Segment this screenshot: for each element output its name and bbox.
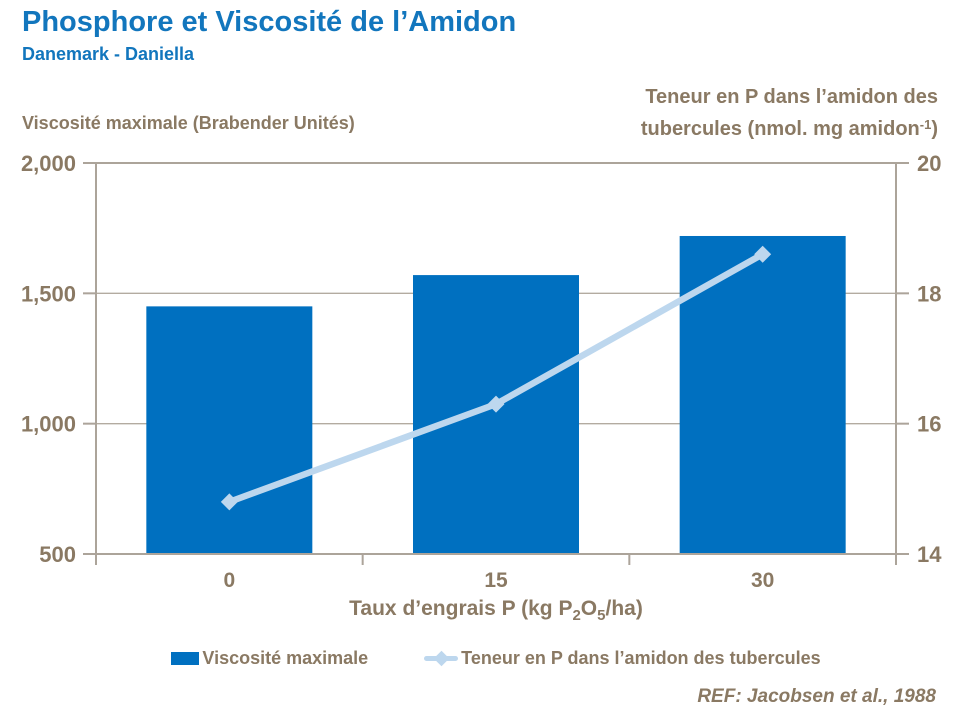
right-axis-tick-label: 20 <box>917 151 941 176</box>
left-axis-title: Viscosité maximale (Brabender Unités) <box>22 113 355 133</box>
right-axis-tick-label: 16 <box>917 412 941 437</box>
legend-item-teneur: Teneur en P dans l’amidon des tubercules <box>424 648 821 669</box>
page-subtitle: Danemark - Daniella <box>22 44 195 64</box>
right-axis-title-line1: Teneur en P dans l’amidon des <box>645 86 938 108</box>
x-axis-category-label: 0 <box>223 569 235 592</box>
diamond-marker-icon <box>433 650 450 667</box>
x-axis-category-label: 30 <box>751 569 774 592</box>
teneur-marker-1 <box>487 395 505 413</box>
page-title: Phosphore et Viscosité de l’Amidon <box>22 6 517 38</box>
teneur-marker-0 <box>220 493 238 511</box>
bar-15 <box>413 275 579 554</box>
legend-item-viscosite: Viscosité maximale <box>171 648 368 669</box>
legend: Viscosité maximale Teneur en P dans l’am… <box>96 648 896 669</box>
left-axis-tick-label: 1,500 <box>21 281 76 306</box>
right-axis-title-line2: tubercules (nmol. mg amidon <box>640 118 920 140</box>
line-swatch-icon <box>424 650 459 667</box>
reference-text: REF: Jacobsen et al., 1988 <box>697 686 936 707</box>
left-axis-tick-label: 500 <box>39 542 76 567</box>
right-axis-title-superscript: -1 <box>919 117 932 132</box>
bar-0 <box>146 306 313 554</box>
x-axis-category-label: 15 <box>484 569 508 592</box>
plot-border <box>95 162 897 555</box>
x-axis-title: Taux d’engrais P (kg P2O5/ha) <box>349 597 643 624</box>
left-axis-tick-label: 1,000 <box>21 412 76 437</box>
teneur-marker-2 <box>754 245 772 263</box>
legend-label-teneur: Teneur en P dans l’amidon des tubercules <box>461 648 821 668</box>
left-axis-tick-label: 2,000 <box>21 151 76 176</box>
legend-label-viscosite: Viscosité maximale <box>202 648 369 668</box>
right-axis-tick-label: 14 <box>917 542 942 567</box>
right-axis-title-line2-close: ) <box>931 118 938 140</box>
bar-swatch-icon <box>171 652 200 665</box>
right-axis-tick-label: 18 <box>917 281 941 306</box>
right-axis-title: Teneur en P dans l’amidon des tubercules … <box>518 84 938 143</box>
